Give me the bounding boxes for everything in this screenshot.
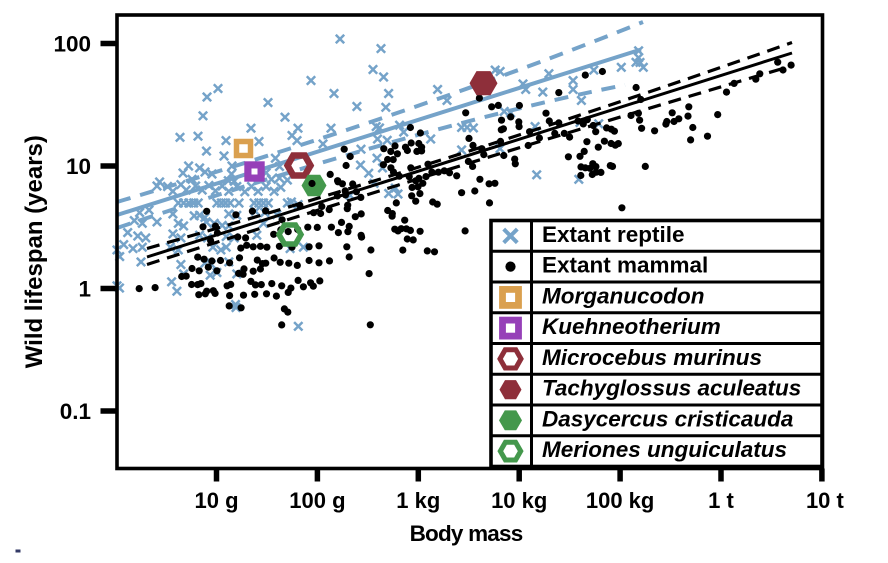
svg-text:Microcebus murinus: Microcebus murinus — [542, 345, 762, 370]
svg-text:10: 10 — [66, 154, 91, 179]
svg-text:1: 1 — [78, 276, 91, 301]
svg-text:Extant reptile: Extant reptile — [542, 222, 685, 247]
svg-text:100 kg: 100 kg — [586, 488, 655, 513]
svg-text:Kuehneotherium: Kuehneotherium — [542, 314, 721, 339]
svg-text:10 kg: 10 kg — [491, 488, 547, 513]
svg-text:100 g: 100 g — [289, 488, 345, 513]
svg-text:10 g: 10 g — [194, 488, 238, 513]
svg-text:1 kg: 1 kg — [396, 488, 440, 513]
svg-text:0.1: 0.1 — [60, 399, 91, 424]
svg-text:Extant mammal: Extant mammal — [542, 253, 708, 278]
svg-text:Wild lifespan (years): Wild lifespan (years) — [21, 135, 48, 368]
svg-text:100: 100 — [53, 31, 91, 56]
svg-text:1 t: 1 t — [708, 488, 734, 513]
svg-text:Meriones unguiculatus: Meriones unguiculatus — [542, 437, 787, 462]
svg-text:Body mass: Body mass — [410, 521, 523, 546]
svg-text:10 t: 10 t — [806, 488, 845, 513]
svg-text:Dasycercus cristicauda: Dasycercus cristicauda — [542, 406, 793, 431]
svg-text:Tachyglossus aculeatus: Tachyglossus aculeatus — [542, 376, 801, 401]
svg-text:Morganucodon: Morganucodon — [542, 283, 704, 308]
